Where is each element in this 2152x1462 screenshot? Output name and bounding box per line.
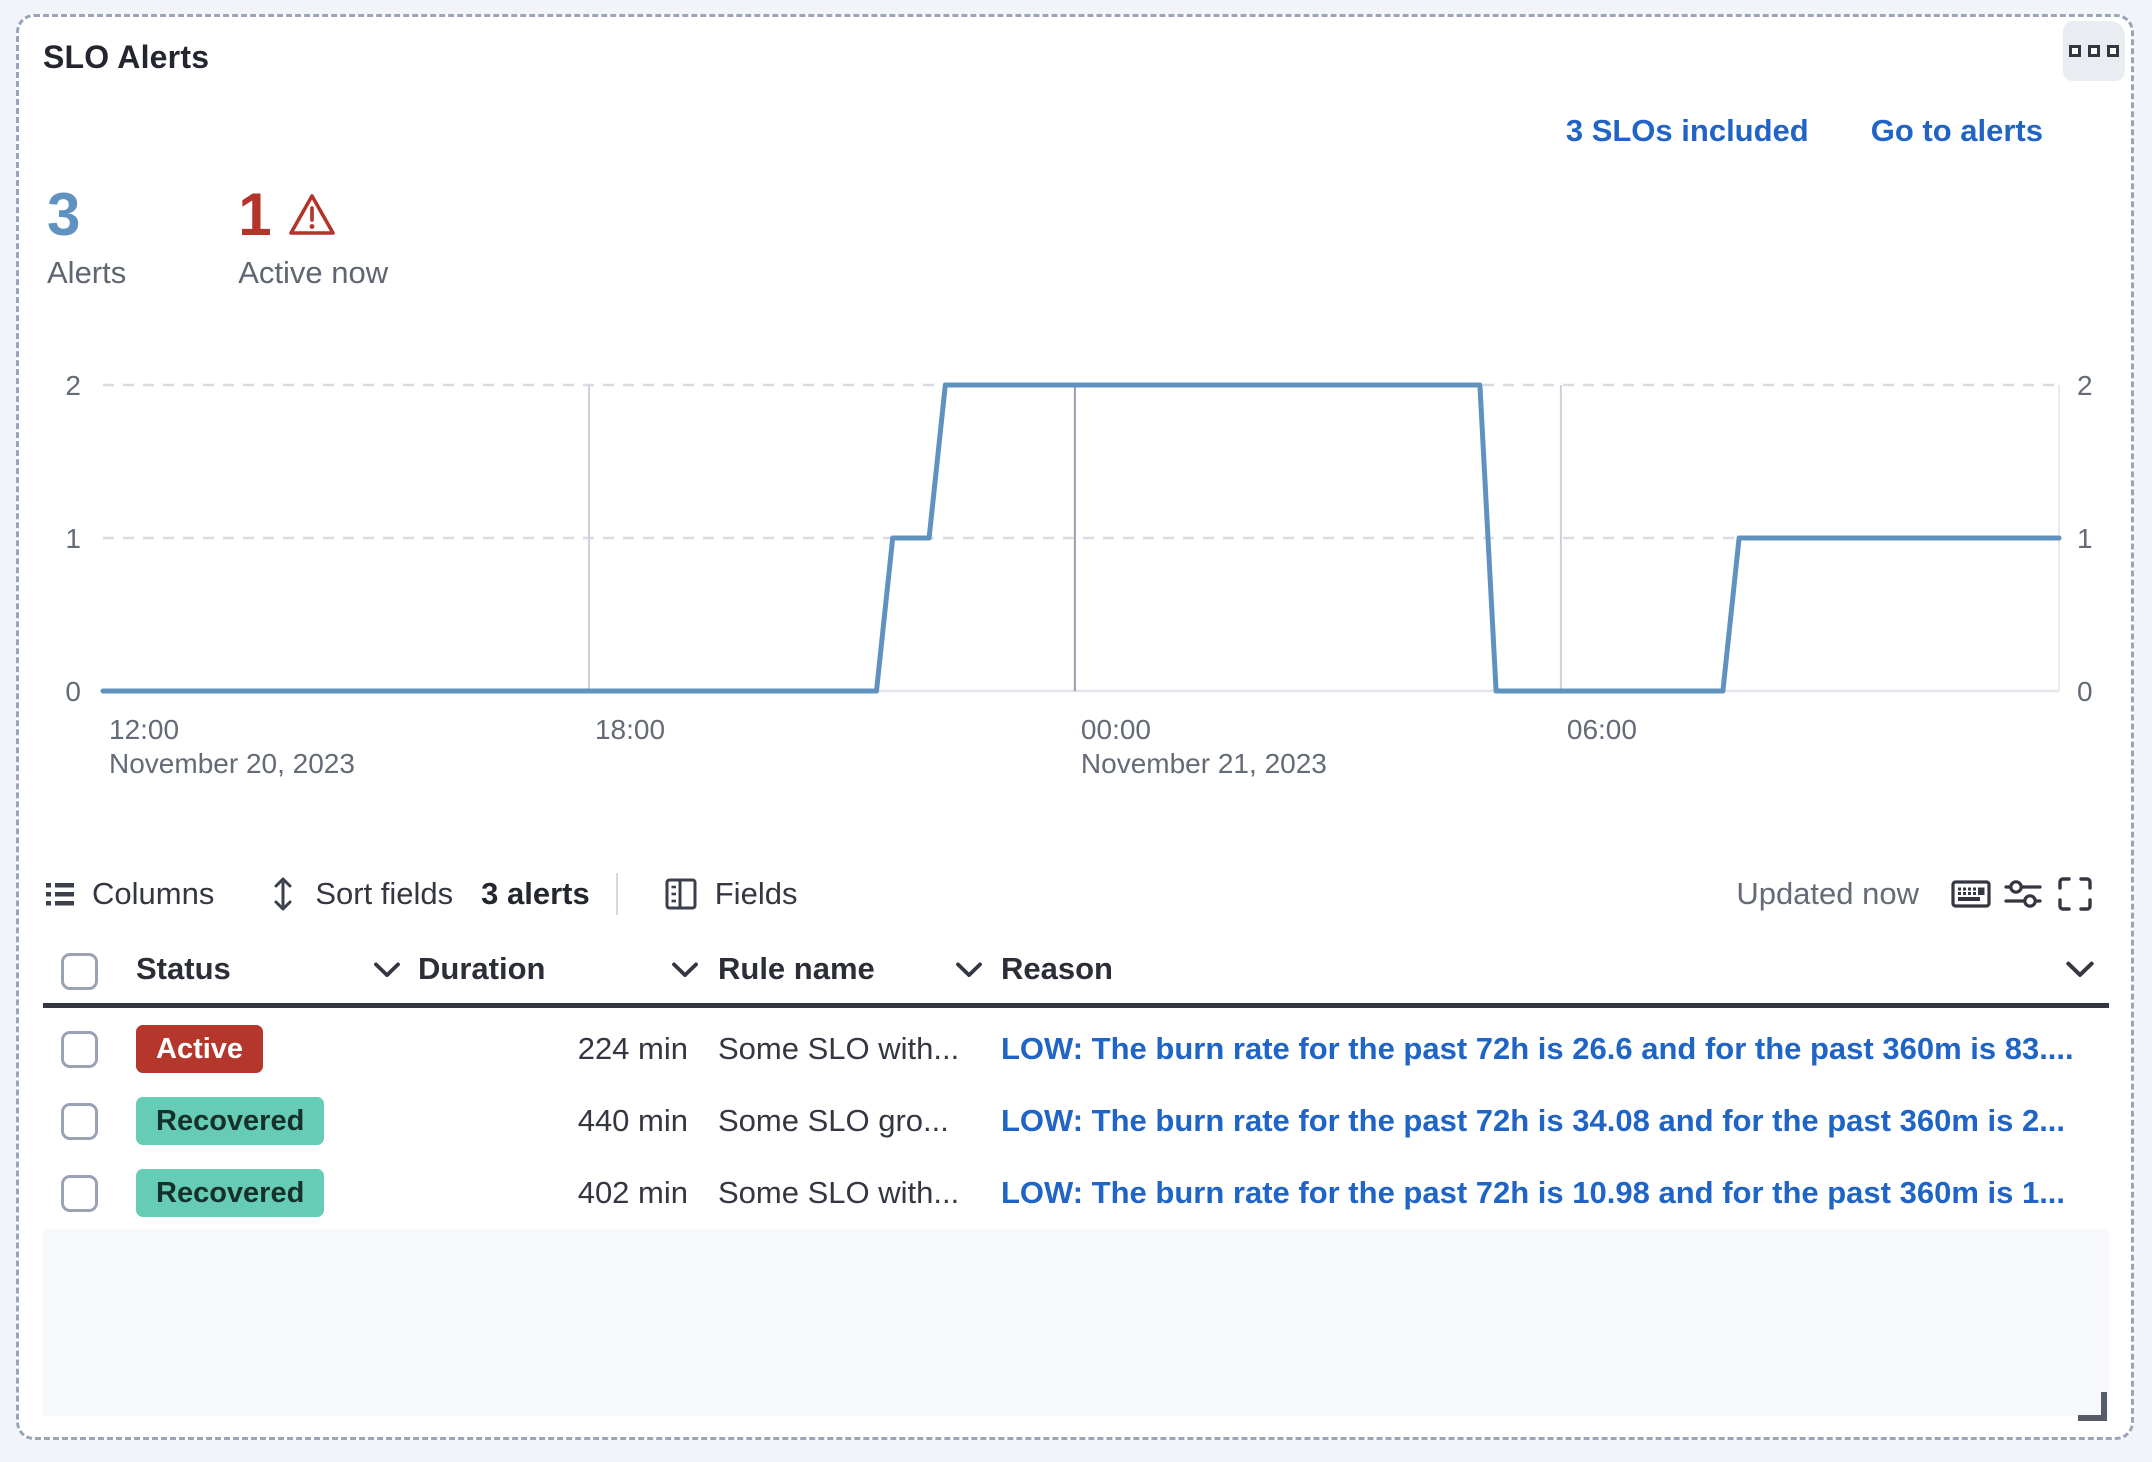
y-tick-label: 2 [65, 370, 81, 401]
x-tick-label: 06:00 [1567, 714, 1637, 745]
toolbar-divider [615, 873, 618, 915]
stat-total-alerts: 3 Alerts [47, 185, 126, 291]
status-badge: Recovered [136, 1168, 325, 1218]
stat-active-now: 1 Active now [238, 185, 388, 291]
fullscreen-button[interactable] [2049, 868, 2101, 920]
alert-count-line [100, 382, 2062, 694]
alerts-table-header: Status Duration Rule name Reason [43, 935, 2103, 1003]
reason-link[interactable]: LOW: The burn rate for the past 72h is 3… [1001, 1103, 2066, 1138]
column-status-menu[interactable] [373, 935, 401, 1003]
alerts-table-toolbar: Columns Sort fields 3 alerts [43, 863, 2101, 925]
sort-fields-button[interactable]: Sort fields [266, 875, 453, 913]
x-date-label: November 20, 2023 [109, 748, 355, 779]
page-title: SLO Alerts [43, 39, 210, 75]
x-date-label: November 21, 2023 [1081, 748, 1327, 779]
row-checkbox[interactable] [61, 1174, 98, 1212]
select-all-checkbox[interactable] [61, 952, 98, 990]
x-tick-label: 00:00 [1081, 714, 1151, 745]
status-badge: Active [136, 1024, 264, 1074]
column-rule-name-menu[interactable] [955, 935, 983, 1003]
table-row[interactable]: Recovered 440 min Some SLO gro... LOW: T… [43, 1085, 2103, 1157]
toolbar-left: Columns Sort fields 3 alerts [43, 873, 797, 915]
duration-cell: 402 min [577, 1175, 688, 1210]
y-tick-label: 2 [2077, 370, 2093, 401]
alert-triangle-icon [288, 194, 335, 235]
go-to-alerts-link[interactable]: Go to alerts [1870, 113, 2043, 148]
fields-label: Fields [714, 876, 798, 911]
fields-panel-icon [665, 878, 697, 910]
column-reason-menu[interactable] [2065, 935, 2095, 1003]
row-checkbox[interactable] [61, 1030, 98, 1068]
table-empty-area [43, 1229, 2109, 1416]
y-tick-label: 1 [65, 523, 81, 554]
sort-vertical-icon [274, 877, 292, 911]
status-badge: Recovered [136, 1096, 325, 1146]
x-tick-label: 12:00 [109, 714, 179, 745]
fields-button[interactable]: Fields [662, 875, 798, 913]
toolbar-right: Updated now [1736, 868, 2101, 920]
table-row[interactable]: Active 224 min Some SLO with... LOW: The… [43, 1013, 2103, 1085]
table-row[interactable]: Recovered 402 min Some SLO with... LOW: … [43, 1157, 2103, 1229]
alerts-count-label: 3 alerts [481, 876, 590, 911]
reason-link[interactable]: LOW: The burn rate for the past 72h is 1… [1001, 1175, 2066, 1210]
keyboard-shortcuts-button[interactable] [1945, 868, 1997, 920]
duration-cell: 440 min [577, 1103, 688, 1138]
list-icon [46, 883, 74, 906]
chevron-down-icon [374, 962, 400, 977]
active-now-label: Active now [238, 255, 389, 290]
updated-status: Updated now [1736, 876, 1919, 911]
slo-alerts-panel: SLO Alerts 3 SLOs included Go to alerts … [16, 14, 2134, 1440]
column-header-reason[interactable]: Reason [1001, 951, 1113, 986]
sort-fields-label: Sort fields [315, 876, 454, 911]
column-header-rule-name[interactable]: Rule name [718, 951, 875, 986]
duration-cell: 224 min [577, 1031, 688, 1066]
panel-links: 3 SLOs included Go to alerts [1566, 113, 2043, 149]
grid-settings-button[interactable] [1997, 868, 2049, 920]
columns-label: Columns [92, 876, 215, 911]
chevron-down-icon [672, 962, 698, 977]
y-tick-label: 0 [2077, 676, 2093, 707]
slos-included-link[interactable]: 3 SLOs included [1565, 113, 1809, 148]
alert-stats: 3 Alerts 1 Active now [47, 185, 388, 291]
fullscreen-icon [2058, 877, 2092, 911]
x-tick-label: 18:00 [595, 714, 665, 745]
total-alerts-value: 3 [47, 181, 81, 248]
rule-name-cell: Some SLO with... [718, 1031, 960, 1066]
reason-link[interactable]: LOW: The burn rate for the past 72h is 2… [1001, 1031, 2074, 1066]
y-tick-label: 0 [65, 676, 81, 707]
column-duration-menu[interactable] [671, 935, 699, 1003]
boxes-horizontal-icon [2088, 45, 2100, 57]
total-alerts-label: Alerts [47, 255, 127, 290]
rule-name-cell: Some SLO gro... [718, 1103, 949, 1138]
keyboard-icon [1951, 880, 1991, 908]
rule-name-cell: Some SLO with... [718, 1175, 960, 1210]
boxes-horizontal-icon [2069, 45, 2081, 57]
chevron-down-icon [956, 962, 982, 977]
columns-button[interactable]: Columns [43, 876, 214, 912]
row-checkbox[interactable] [61, 1102, 98, 1140]
y-tick-label: 1 [2077, 523, 2093, 554]
table-header-divider [43, 1003, 2109, 1008]
resize-corner-icon[interactable] [2078, 1392, 2107, 1421]
panel-options-button[interactable] [2063, 21, 2125, 81]
active-now-value: 1 [238, 181, 272, 248]
boxes-horizontal-icon [2107, 45, 2119, 57]
controls-sliders-icon [2004, 880, 2042, 908]
column-header-duration[interactable]: Duration [418, 951, 546, 986]
column-header-status[interactable]: Status [136, 951, 231, 986]
chevron-down-icon [2066, 961, 2094, 977]
